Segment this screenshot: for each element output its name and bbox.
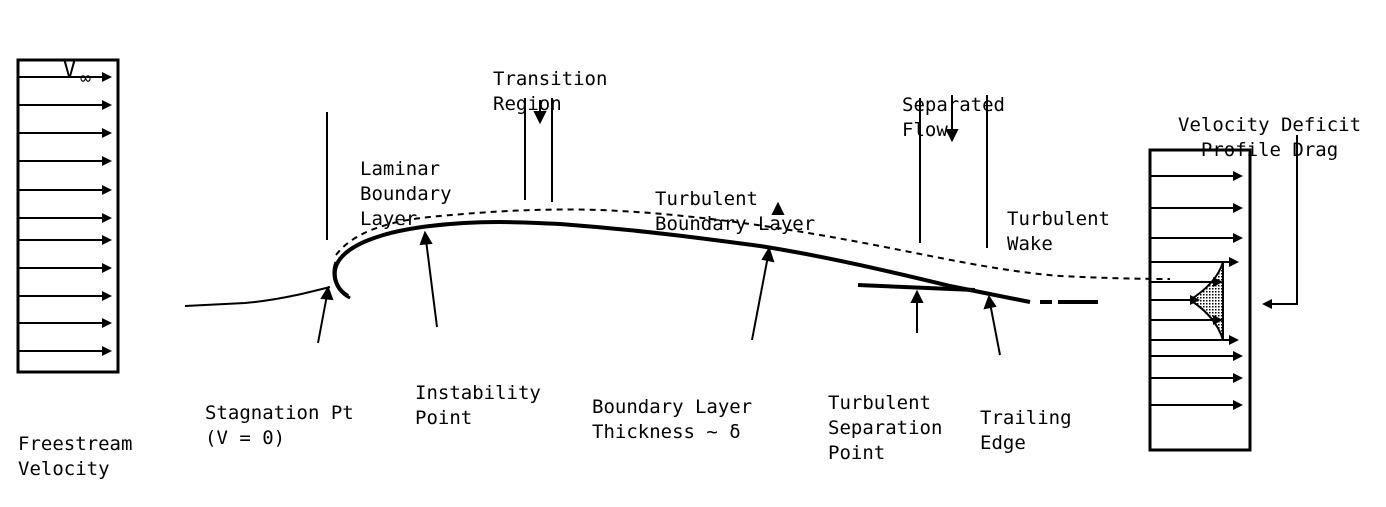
freestream-label: Freestream Velocity (18, 433, 133, 480)
freestream-profile (16, 58, 120, 374)
stagnation-label: Stagnation Pt (V = 0) (205, 402, 354, 449)
velocity-deficit-label: Velocity Deficit ~ Profile Drag (1178, 114, 1362, 161)
turbulent-wake-label: Turbulent Wake (1007, 208, 1110, 255)
instability-label: Instability Point (415, 382, 541, 429)
airfoil-surface (332, 220, 1031, 304)
boundary-layer-diagram (16, 58, 1298, 452)
transition-label: Transition Region (493, 68, 608, 115)
v-infinity-label: V ∞ (62, 58, 91, 89)
turbulent-boundary-layer-label: Turbulent Boundary Layer (655, 188, 816, 235)
boundary-layer-edge (335, 208, 1171, 280)
separated-flow-label: Separated Flow (902, 94, 1005, 141)
boundary-layer-thickness-label: Boundary Layer Thickness ~ δ (592, 396, 753, 443)
laminar-label: Laminar Boundary Layer (360, 158, 452, 230)
stagnation-streamline (184, 286, 331, 307)
wake-profile (1148, 135, 1298, 452)
turbulent-separation-label: Turbulent Separation Point (828, 392, 943, 464)
region-markers (326, 95, 988, 248)
trailing-edge-label: Trailing Edge (980, 407, 1072, 454)
pointer-arrows (317, 95, 1001, 356)
separation-line (857, 283, 976, 292)
